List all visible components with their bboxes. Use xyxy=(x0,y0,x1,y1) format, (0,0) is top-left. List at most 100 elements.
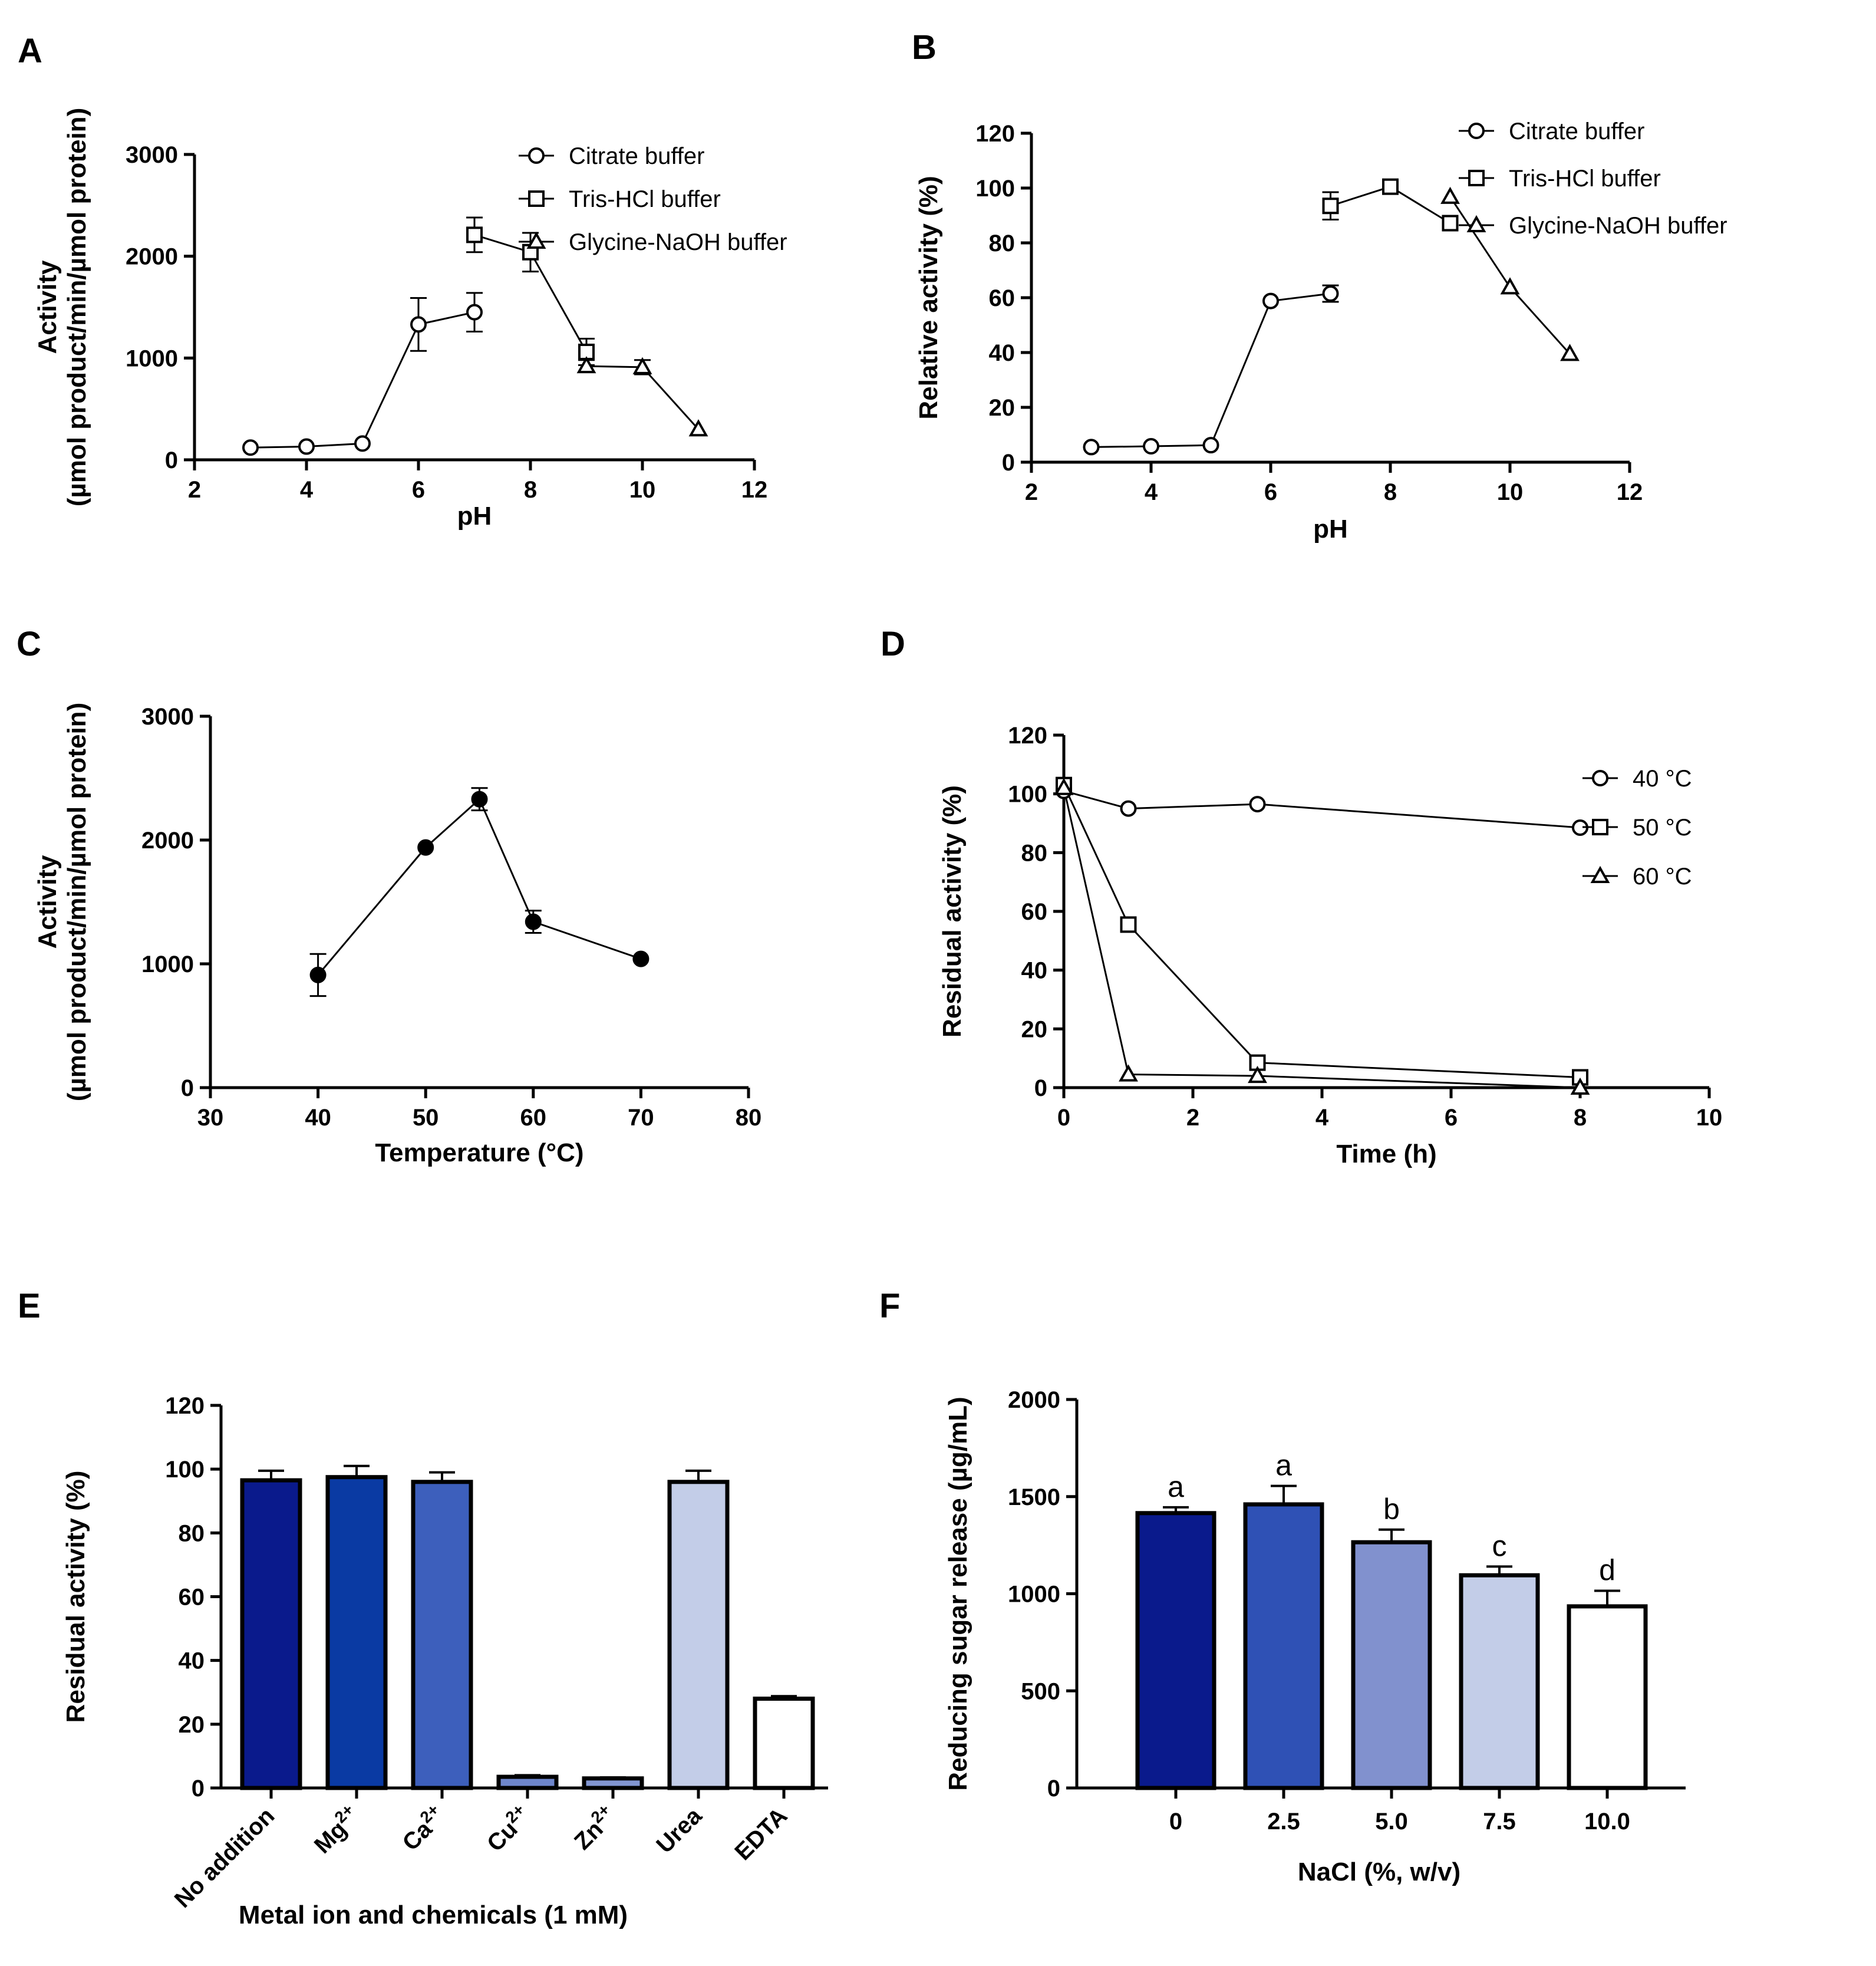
legend: 40 °C 50 °C 60 °C xyxy=(1582,766,1692,890)
x-axis-title: pH xyxy=(457,502,492,531)
data-point xyxy=(1120,800,1137,817)
x-axis-title: Temperature (°C) xyxy=(375,1138,583,1167)
x-tick-label: 10 xyxy=(1497,479,1524,505)
bar xyxy=(496,1774,559,1790)
data-point xyxy=(1083,439,1100,456)
panel-label: E xyxy=(18,1287,41,1325)
significance-letter: a xyxy=(1275,1449,1292,1482)
y-tick-label: 100 xyxy=(975,176,1015,202)
series-line-0 xyxy=(1091,292,1331,448)
bar xyxy=(582,1776,644,1790)
y-tick-label: 60 xyxy=(1021,899,1048,925)
data-point xyxy=(1560,344,1580,361)
y-axis-title: Activity xyxy=(33,260,62,354)
panel-label: D xyxy=(881,625,905,663)
y-tick-label: 120 xyxy=(1008,723,1047,749)
y-tick-label: 100 xyxy=(1008,782,1047,808)
y-tick-label: 1000 xyxy=(141,951,194,977)
legend: Citrate buffer Tris-HCl buffer Glycine-NaO… xyxy=(1459,118,1727,239)
y-tick-label: 0 xyxy=(1034,1075,1047,1101)
significance-letter: c xyxy=(1492,1529,1507,1562)
panel-e: E 0 20 40 60 80 100 120 Residual activity (%) No … xyxy=(18,1287,828,1929)
data-point xyxy=(1054,778,1074,795)
x-axis-title: Metal ion and chemicals (1 mM) xyxy=(239,1901,628,1929)
x-tick-label-text: Urea xyxy=(651,1803,707,1859)
panel-b: B 0 20 40 60 80 100 120 2 4 6 8 10 12 pH Relative activ… xyxy=(912,28,1727,544)
panel-f: F 0 500 1000 1500 2000 Reducing sugar release … xyxy=(879,1287,1686,1886)
y-tick-label: 80 xyxy=(179,1520,205,1546)
series-line-2 xyxy=(1063,788,1581,1089)
data-point xyxy=(354,435,371,452)
y-axis-title: Activity xyxy=(33,855,62,949)
data-point xyxy=(298,438,315,455)
data-point xyxy=(309,966,327,983)
y-tick-label: 0 xyxy=(181,1075,194,1101)
x-tick-label: 60 xyxy=(520,1105,547,1131)
y-tick-label: 0 xyxy=(1047,1776,1060,1802)
data-point xyxy=(1119,1064,1138,1082)
legend-label: 60 °C xyxy=(1633,864,1692,890)
legend-marker xyxy=(528,147,545,164)
x-tick-label: 12 xyxy=(1617,479,1643,505)
data-point xyxy=(1249,1054,1266,1071)
panel-c: C 0 1000 2000 3000 30 40 50 60 70 80 Temperature (°… xyxy=(17,625,761,1167)
bar xyxy=(1135,1511,1216,1790)
y-axis-title: Residual activity (%) xyxy=(61,1471,90,1723)
y-tick-label: 2000 xyxy=(141,828,194,854)
x-tick-label: 2 xyxy=(1186,1105,1199,1131)
x-tick-label: 0 xyxy=(1057,1105,1070,1131)
y-tick-label: 40 xyxy=(1021,958,1048,984)
data-point xyxy=(1322,197,1339,215)
legend-label: Citrate buffer xyxy=(569,143,705,169)
x-tick-label: 8 xyxy=(1384,479,1397,505)
data-point xyxy=(410,316,427,333)
x-tick-label-text: EDTA xyxy=(730,1803,792,1865)
y-tick-label: 80 xyxy=(989,230,1016,256)
y-tick-label: 100 xyxy=(165,1457,205,1483)
x-tick-label: No addition xyxy=(170,1803,280,1913)
x-tick-label: 7.5 xyxy=(1483,1809,1516,1835)
data-point xyxy=(417,839,434,856)
data-point xyxy=(1442,215,1459,232)
legend-marker xyxy=(526,231,546,249)
panel-label: F xyxy=(879,1287,900,1325)
x-tick-label: 4 xyxy=(1145,479,1158,505)
y-tick-label: 60 xyxy=(989,285,1016,311)
y-tick-label: 2000 xyxy=(126,244,178,270)
x-tick-label: Cu2+ xyxy=(480,1800,536,1857)
y-tick-label: 500 xyxy=(1021,1678,1060,1704)
legend-label: Glycine-NaOH buffer xyxy=(1509,213,1727,239)
data-point xyxy=(242,439,259,456)
legend-label: Citrate buffer xyxy=(1509,118,1645,144)
x-tick-label: 8 xyxy=(1574,1105,1587,1131)
legend-marker xyxy=(1466,215,1486,232)
y-tick-label: 60 xyxy=(179,1585,205,1611)
x-tick-label: Ca2+ xyxy=(395,1800,450,1856)
y-tick-label: 40 xyxy=(179,1648,205,1674)
series-line-0 xyxy=(250,311,475,449)
data-point xyxy=(1440,186,1460,204)
significance-letter: b xyxy=(1383,1493,1400,1526)
y-axis-title: Residual activity (%) xyxy=(938,785,967,1038)
legend-label: Tris-HCl buffer xyxy=(1509,166,1661,192)
x-tick-label: Mg2+ xyxy=(307,1800,365,1859)
significance-letter: a xyxy=(1168,1470,1184,1503)
y-tick-label: 0 xyxy=(1002,450,1015,476)
x-tick-label: 5.0 xyxy=(1375,1809,1408,1835)
x-tick-label: 0 xyxy=(1169,1809,1182,1835)
data-point xyxy=(1202,437,1219,454)
legend-label: 40 °C xyxy=(1633,766,1692,792)
y-tick-label: 20 xyxy=(1021,1016,1048,1042)
y-tick-label: 3000 xyxy=(141,704,194,730)
legend-marker xyxy=(1592,770,1608,786)
x-tick-label: 70 xyxy=(628,1105,654,1131)
bar xyxy=(1351,1540,1432,1790)
legend-label: 50 °C xyxy=(1633,815,1692,841)
legend-marker xyxy=(1590,865,1610,883)
bar xyxy=(325,1475,388,1790)
x-tick-label: EDTA xyxy=(730,1803,792,1865)
data-point xyxy=(471,791,488,808)
y-tick-label: 40 xyxy=(989,340,1016,366)
y-tick-label: 1500 xyxy=(1008,1484,1060,1510)
